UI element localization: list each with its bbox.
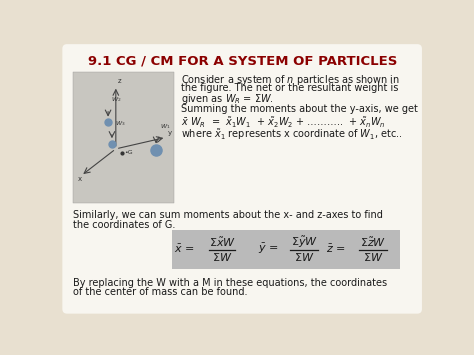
Text: By replacing the W with a M in these equations, the coordinates: By replacing the W with a M in these equ… — [73, 278, 387, 288]
Text: $\bar{x}$ $W_R$  =  $\tilde{x}_1 W_1$  + $\tilde{x}_2 W_2$ + ………..  + $\tilde{x}: $\bar{x}$ $W_R$ = $\tilde{x}_1 W_1$ + $\… — [181, 116, 386, 131]
Text: $\Sigma\tilde{x}W$: $\Sigma\tilde{x}W$ — [209, 236, 236, 249]
Text: Consider a system of $n$ particles as shown in: Consider a system of $n$ particles as sh… — [181, 73, 400, 87]
Text: the figure. The net or the resultant weight is: the figure. The net or the resultant wei… — [181, 83, 398, 93]
Text: $\bar{y}$ =: $\bar{y}$ = — [258, 242, 279, 256]
Text: $W_2$: $W_2$ — [111, 95, 122, 104]
Text: $W_3$: $W_3$ — [115, 119, 126, 128]
Text: 9.1 CG / CM FOR A SYSTEM OF PARTICLES: 9.1 CG / CM FOR A SYSTEM OF PARTICLES — [88, 55, 398, 67]
Text: $\Sigma\tilde{z}W$: $\Sigma\tilde{z}W$ — [360, 236, 386, 249]
Text: $\Sigma\tilde{y}W$: $\Sigma\tilde{y}W$ — [291, 235, 318, 250]
Text: of the center of mass can be found.: of the center of mass can be found. — [73, 288, 248, 297]
FancyBboxPatch shape — [172, 230, 400, 269]
Text: y: y — [168, 130, 172, 136]
Text: $\bar{z}$ =: $\bar{z}$ = — [327, 243, 346, 255]
Text: •G: •G — [124, 150, 133, 155]
Text: $\bar{x}$ =: $\bar{x}$ = — [174, 243, 195, 255]
Text: $\Sigma W$: $\Sigma W$ — [294, 251, 314, 263]
Text: x: x — [78, 176, 82, 182]
Text: z: z — [118, 78, 121, 84]
Text: $\Sigma W$: $\Sigma W$ — [212, 251, 232, 263]
Text: $\Sigma W$: $\Sigma W$ — [363, 251, 383, 263]
Text: Similarly, we can sum moments about the x- and z-axes to find: Similarly, we can sum moments about the … — [73, 211, 383, 220]
Text: given as $W_R$ = $\Sigma W$.: given as $W_R$ = $\Sigma W$. — [181, 92, 274, 106]
FancyBboxPatch shape — [63, 44, 422, 313]
Text: where $\tilde{x}_1$ represents x coordinate of $W_1$, etc..: where $\tilde{x}_1$ represents x coordin… — [181, 127, 403, 142]
Text: Summing the moments about the y-axis, we get: Summing the moments about the y-axis, we… — [181, 104, 418, 114]
Text: $W_1$: $W_1$ — [160, 122, 171, 131]
Text: the coordinates of G.: the coordinates of G. — [73, 220, 175, 230]
FancyBboxPatch shape — [73, 72, 174, 203]
